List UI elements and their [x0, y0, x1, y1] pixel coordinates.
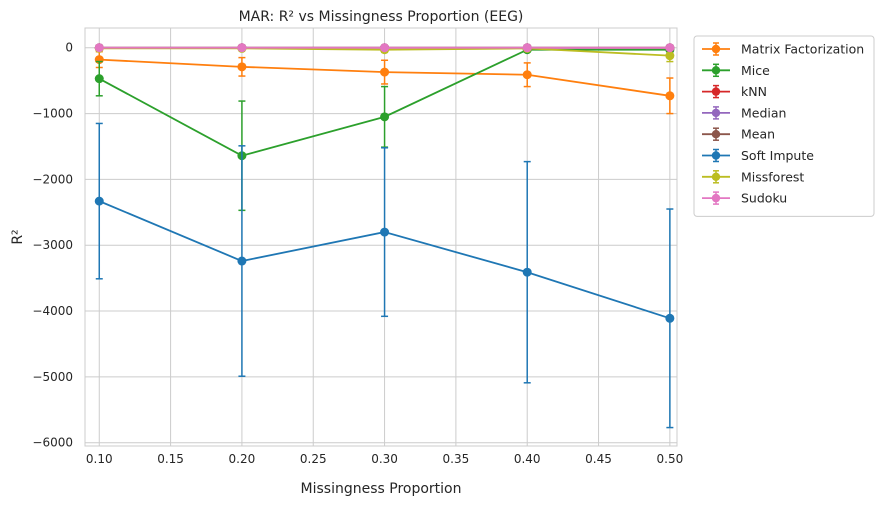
series-sudoku — [94, 43, 675, 53]
data-point — [522, 43, 532, 53]
y-tick-label: 0 — [65, 41, 73, 55]
data-point — [522, 70, 532, 80]
data-point — [522, 267, 532, 277]
legend-item: Mean — [702, 127, 775, 142]
legend-item: Soft Impute — [702, 148, 814, 163]
x-tick-label: 0.30 — [371, 452, 398, 466]
legend-box — [693, 35, 875, 217]
data-point — [237, 43, 247, 53]
x-tick-label: 0.10 — [86, 452, 113, 466]
x-tick-label: 0.25 — [300, 452, 327, 466]
data-point — [237, 62, 247, 72]
data-point — [665, 43, 675, 53]
legend-marker — [711, 66, 721, 75]
plot-background — [85, 28, 677, 446]
x-tick-label: 0.40 — [514, 452, 541, 466]
y-axis-label: R² — [10, 229, 26, 244]
legend-marker — [711, 108, 721, 118]
data-point — [237, 256, 247, 266]
legend-marker — [711, 87, 721, 96]
legend-item: Median — [702, 105, 786, 120]
data-point — [380, 43, 390, 53]
legend-label: Median — [741, 105, 786, 120]
series-layer — [94, 43, 675, 429]
legend-marker — [711, 172, 721, 181]
legend-label: Matrix Factorization — [741, 42, 864, 57]
data-point — [665, 51, 675, 61]
series-soft-impute — [94, 122, 675, 429]
legend-item: Matrix Factorization — [702, 42, 864, 57]
x-tick-label: 0.50 — [657, 452, 684, 466]
legend-label: Soft Impute — [741, 148, 814, 163]
legend-marker — [711, 130, 721, 139]
legend-marker — [711, 193, 721, 203]
data-point — [94, 196, 104, 206]
legend-item: Sudoku — [702, 191, 787, 206]
y-tick-label: −5000 — [32, 370, 73, 384]
legend-item: Missforest — [702, 169, 804, 184]
legend-item: kNN — [702, 84, 767, 99]
legend: Matrix Factorization Mice kNN Median Mean Sof… — [693, 35, 875, 217]
data-point — [94, 74, 104, 84]
legend-item: Mice — [702, 63, 770, 78]
y-tick-label: −2000 — [32, 172, 73, 186]
data-point — [380, 227, 390, 237]
data-point — [380, 67, 390, 77]
legend-label: Missforest — [741, 169, 804, 184]
x-tick-label: 0.35 — [443, 452, 470, 466]
y-tick-label: −6000 — [32, 436, 73, 450]
plot-frame — [84, 27, 678, 447]
legend-marker — [711, 44, 721, 54]
x-tick-label: 0.15 — [157, 452, 184, 466]
data-point — [94, 43, 104, 53]
y-tick-label: −3000 — [32, 238, 73, 252]
x-axis-label: Missingness Proportion — [301, 481, 462, 497]
data-point — [665, 313, 675, 323]
x-tick-label: 0.45 — [585, 452, 612, 466]
x-tick-labels: 0.10 0.15 0.20 0.25 0.30 0.35 0.40 0.45 0.50 — [86, 452, 683, 466]
legend-label: Mice — [741, 63, 770, 78]
legend-label: kNN — [741, 84, 767, 99]
legend-marker — [711, 151, 721, 160]
y-tick-labels: 0 −1000 −2000 −3000 −4000 −5000 −6000 — [32, 41, 73, 450]
data-point — [380, 112, 390, 122]
data-point — [665, 91, 675, 101]
legend-label: Mean — [741, 127, 775, 142]
y-tick-label: −1000 — [32, 107, 73, 121]
legend-label: Sudoku — [741, 191, 787, 206]
x-tick-label: 0.20 — [229, 452, 256, 466]
chart-title: MAR: R² vs Missingness Proportion (EEG) — [239, 9, 524, 25]
y-tick-label: −4000 — [32, 304, 73, 318]
